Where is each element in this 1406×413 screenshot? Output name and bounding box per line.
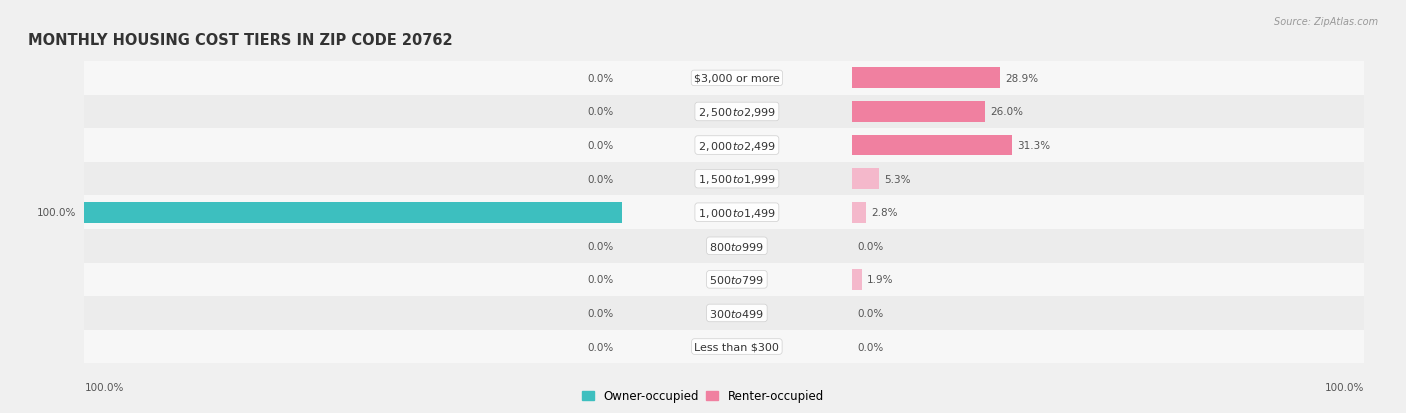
Text: $3,000 or more: $3,000 or more	[695, 74, 780, 84]
Bar	[621, 162, 852, 196]
Bar	[852, 202, 866, 223]
Text: 28.9%: 28.9%	[1005, 74, 1038, 84]
Text: 0.0%: 0.0%	[588, 74, 614, 84]
Bar	[852, 196, 1364, 230]
Text: 0.0%: 0.0%	[588, 308, 614, 318]
Bar	[852, 297, 1364, 330]
Text: 0.0%: 0.0%	[588, 275, 614, 285]
Text: Source: ZipAtlas.com: Source: ZipAtlas.com	[1274, 17, 1378, 26]
Text: 1.9%: 1.9%	[868, 275, 893, 285]
Text: $2,000 to $2,499: $2,000 to $2,499	[697, 139, 776, 152]
Bar	[621, 62, 852, 95]
Bar	[621, 297, 852, 330]
Bar	[852, 62, 1364, 95]
Text: $300 to $499: $300 to $499	[710, 307, 765, 319]
Bar	[84, 196, 621, 230]
Text: $1,000 to $1,499: $1,000 to $1,499	[697, 206, 776, 219]
Bar	[621, 196, 852, 230]
Bar	[852, 330, 1364, 363]
Text: 0.0%: 0.0%	[588, 174, 614, 184]
Bar	[84, 330, 621, 363]
Bar	[84, 263, 621, 297]
Bar	[621, 330, 852, 363]
Bar	[84, 230, 621, 263]
Text: 26.0%: 26.0%	[990, 107, 1024, 117]
Text: 100.0%: 100.0%	[1324, 382, 1364, 392]
Bar	[852, 169, 879, 190]
Text: $500 to $799: $500 to $799	[710, 274, 765, 286]
Text: $800 to $999: $800 to $999	[710, 240, 765, 252]
Bar	[84, 95, 621, 129]
Bar	[84, 162, 621, 196]
Bar	[852, 263, 1364, 297]
Bar	[852, 135, 1012, 156]
Text: 0.0%: 0.0%	[588, 241, 614, 251]
Text: 5.3%: 5.3%	[884, 174, 911, 184]
Bar	[852, 68, 1000, 89]
Text: 0.0%: 0.0%	[588, 342, 614, 352]
Bar	[852, 129, 1364, 162]
Bar	[852, 95, 1364, 129]
Bar	[84, 129, 621, 162]
Bar	[84, 297, 621, 330]
Bar	[621, 95, 852, 129]
Bar	[621, 129, 852, 162]
Text: 31.3%: 31.3%	[1018, 141, 1050, 151]
Text: $1,500 to $1,999: $1,500 to $1,999	[697, 173, 776, 186]
Bar	[852, 269, 862, 290]
Bar	[852, 230, 1364, 263]
Text: 0.0%: 0.0%	[588, 107, 614, 117]
Text: Less than $300: Less than $300	[695, 342, 779, 352]
Text: MONTHLY HOUSING COST TIERS IN ZIP CODE 20762: MONTHLY HOUSING COST TIERS IN ZIP CODE 2…	[28, 33, 453, 48]
Text: 100.0%: 100.0%	[84, 382, 124, 392]
Bar	[84, 62, 621, 95]
Text: 0.0%: 0.0%	[588, 141, 614, 151]
Text: 0.0%: 0.0%	[858, 308, 883, 318]
Text: 100.0%: 100.0%	[38, 208, 77, 218]
Bar	[621, 230, 852, 263]
Legend: Owner-occupied, Renter-occupied: Owner-occupied, Renter-occupied	[578, 385, 828, 407]
Text: $2,500 to $2,999: $2,500 to $2,999	[697, 106, 776, 119]
Bar	[621, 263, 852, 297]
Text: 0.0%: 0.0%	[858, 342, 883, 352]
Bar	[84, 202, 621, 223]
Bar	[852, 102, 986, 123]
Text: 2.8%: 2.8%	[872, 208, 898, 218]
Text: 0.0%: 0.0%	[858, 241, 883, 251]
Bar	[852, 162, 1364, 196]
